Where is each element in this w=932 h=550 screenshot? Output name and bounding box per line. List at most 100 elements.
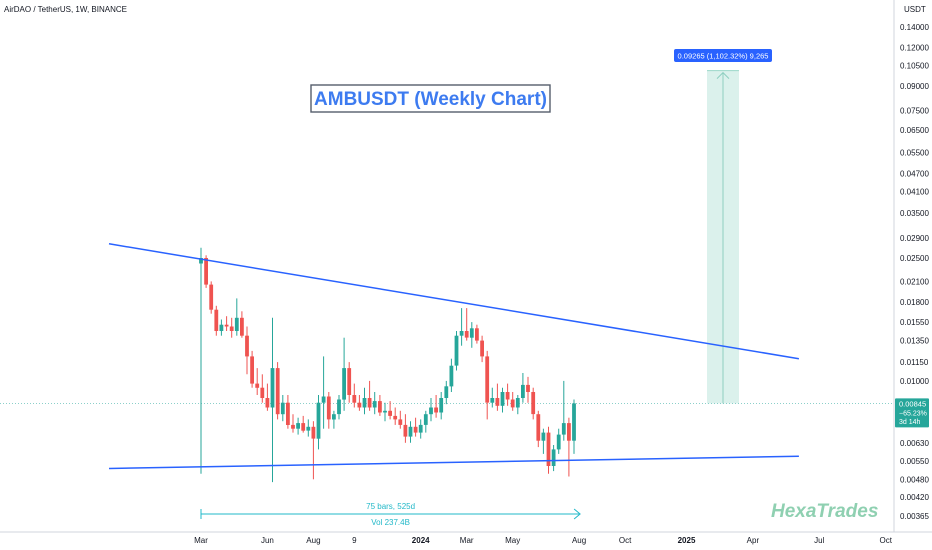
candle-body [326, 396, 331, 420]
candle-body [291, 424, 295, 429]
measure-layer [707, 70, 739, 404]
candle [572, 399, 576, 454]
price-tick-label: 0.03500 [900, 209, 929, 218]
candle [250, 350, 254, 388]
candle [347, 362, 352, 403]
candle [332, 410, 336, 429]
candle-body [367, 398, 372, 408]
candle-body [480, 340, 484, 357]
candle [388, 401, 392, 420]
current-price-tag: 0.00845 −65.23% 3d 14h [895, 398, 929, 428]
candle [418, 419, 423, 439]
trendline-lower[interactable] [108, 455, 799, 470]
candle [209, 281, 214, 314]
candle [459, 308, 464, 346]
price-tick-label: 0.01150 [900, 358, 929, 367]
candle-body [337, 399, 341, 415]
price-tick-label: 0.02500 [900, 254, 929, 263]
range-vol-label: Vol 237.4B [371, 518, 410, 527]
candle-body [567, 423, 571, 441]
candle-body [357, 402, 362, 408]
candle [480, 335, 484, 363]
candle [510, 392, 515, 411]
time-tick-label: Mar [194, 536, 208, 545]
candle-body [209, 284, 214, 310]
time-axis-ticks: Mar Jun Aug 9 2024 Mar May Aug Oct 2025 Apr Jul Oct [194, 536, 893, 545]
candle-body [321, 396, 326, 403]
measure-arrow-head [716, 71, 730, 79]
candle [495, 383, 500, 411]
candle-body [454, 335, 459, 366]
price-tick-label: 0.09000 [900, 82, 929, 91]
candle [500, 387, 505, 413]
candle-body [556, 434, 561, 450]
price-tick-label: 0.14000 [900, 23, 929, 32]
candle-body [541, 432, 546, 441]
candle-body [475, 328, 479, 341]
candle-body [510, 399, 515, 408]
candle-body [551, 449, 556, 466]
price-tick-label: 0.00550 [900, 457, 929, 466]
candle [521, 373, 525, 403]
current-price-value: 0.00845 [899, 399, 926, 408]
candle-body [521, 384, 525, 398]
measure-label: 0.09265 (1,102.32%) 9,265 [678, 52, 769, 61]
candle [505, 383, 510, 406]
trendline-upper[interactable] [108, 243, 800, 360]
candle [490, 387, 495, 408]
candle [270, 317, 275, 483]
candle [398, 410, 403, 429]
candle [306, 419, 311, 437]
candle-body [250, 356, 254, 384]
candle [367, 380, 372, 411]
candle [316, 395, 321, 450]
currency-label: USDT [904, 5, 926, 14]
candle [265, 383, 270, 411]
candle [280, 395, 285, 422]
price-tick-label: 0.07500 [900, 107, 929, 116]
price-tick-label: 0.01350 [900, 337, 929, 346]
time-tick-label: Oct [879, 536, 892, 545]
symbol-header[interactable]: AirDAO / TetherUS, 1W, BINANCE [4, 5, 127, 14]
current-price-change: −65.23% [899, 410, 927, 417]
candle [551, 445, 556, 472]
candle-body [536, 414, 541, 441]
candle-body [255, 383, 260, 388]
candle [199, 247, 203, 474]
candle-layer [199, 247, 576, 483]
time-tick-label: Apr [747, 536, 760, 545]
candle [449, 358, 454, 392]
candle-body [342, 368, 346, 400]
price-axis-pane[interactable] [894, 0, 932, 550]
chart-title-box[interactable] [310, 84, 551, 113]
candle [342, 337, 346, 411]
candle [475, 324, 479, 344]
candle-body [378, 401, 382, 413]
candle [541, 428, 546, 454]
candle-body [362, 398, 367, 408]
candle [240, 311, 244, 338]
candle-body [444, 386, 449, 398]
candle-body [214, 309, 219, 331]
candle [275, 362, 280, 420]
candle [515, 395, 520, 415]
candle-body [311, 426, 316, 439]
candle [326, 392, 331, 429]
candle-body [531, 392, 536, 415]
candle-body [485, 356, 490, 403]
candle-body [459, 331, 464, 336]
time-tick-label: Jun [261, 536, 274, 545]
candle [352, 383, 357, 408]
candle [372, 392, 377, 415]
candle [403, 414, 408, 443]
candle [439, 392, 444, 420]
price-tick-label: 0.02100 [900, 277, 929, 286]
candle [434, 395, 438, 418]
candle [546, 426, 551, 474]
candle-body [280, 402, 285, 415]
price-axis-ticks: 0.14000 0.12000 0.10500 0.09000 0.07500 0.065… [900, 23, 929, 521]
candle-body [546, 432, 551, 466]
price-tick-label: 0.10500 [900, 62, 929, 71]
candle-body [372, 401, 377, 408]
